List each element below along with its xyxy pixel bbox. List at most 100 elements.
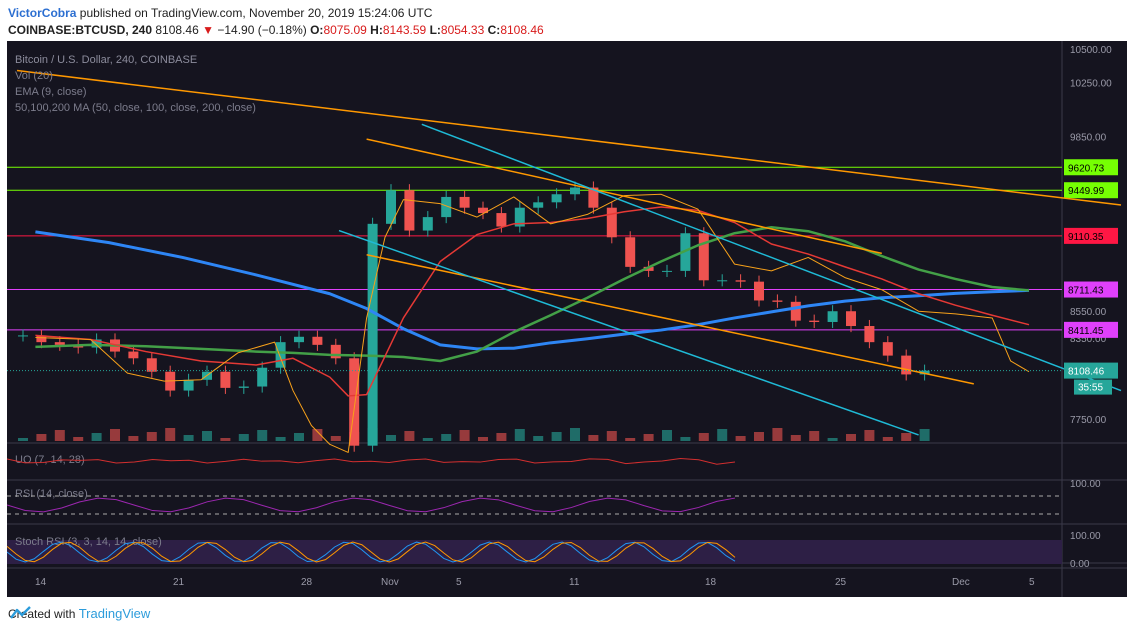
- volume-bar: [496, 433, 507, 441]
- symbol-line: COINBASE:BTCUSD, 240 8108.46 ▼ −14.90 (−…: [8, 23, 544, 37]
- candle-body: [551, 194, 562, 203]
- volume-bar: [478, 437, 488, 441]
- volume-bar: [846, 434, 856, 441]
- low-label: L:: [429, 23, 441, 37]
- volume-bar: [754, 432, 764, 441]
- volume-bar: [349, 432, 360, 441]
- candle-body: [349, 358, 360, 446]
- volume-bar: [698, 433, 709, 441]
- stoch-tick-label: 100.00: [1070, 531, 1101, 542]
- level-price-tag: [1064, 321, 1118, 338]
- candle-body: [404, 190, 415, 231]
- last-price-label: 8108.46: [1068, 367, 1105, 378]
- trendline: [16, 69, 1122, 206]
- volume-bar: [367, 428, 378, 441]
- volume-bar: [551, 432, 562, 441]
- volume-bar: [717, 429, 728, 441]
- volume-bar: [606, 431, 617, 441]
- level-price-label: 8411.45: [1068, 326, 1104, 337]
- volume-bar: [790, 435, 801, 441]
- x-tick-label: 11: [569, 577, 580, 588]
- volume-bar: [864, 430, 875, 441]
- candle-body: [735, 280, 746, 282]
- volume-bar: [54, 430, 65, 441]
- candle-body: [882, 342, 893, 356]
- uo-line: [7, 458, 736, 465]
- volume-bar: [36, 434, 47, 441]
- x-tick-label: 21: [173, 577, 185, 588]
- indicator-label: EMA (9, close): [15, 86, 87, 98]
- volume-bar: [588, 435, 599, 441]
- chart-svg[interactable]: 10500.0010250.009850.009630.008550.00835…: [7, 41, 1127, 597]
- volume-bar: [238, 434, 249, 441]
- stoch-d-line: [7, 541, 736, 563]
- candle-body: [441, 196, 452, 218]
- level-price-label: 9110.35: [1068, 232, 1104, 243]
- volume-bar: [533, 436, 544, 441]
- candle-body: [257, 367, 268, 387]
- x-tick-label: Nov: [381, 577, 399, 588]
- stoch-band: [7, 540, 1062, 564]
- volume-bar: [146, 432, 157, 441]
- ma100-line: [35, 225, 1030, 363]
- candle-body: [514, 207, 525, 227]
- candle-body: [901, 355, 912, 375]
- countdown-label: 35:55: [1078, 383, 1103, 394]
- volume-bar: [312, 429, 323, 441]
- volume-bar: [73, 437, 84, 441]
- chart-area[interactable]: 10500.0010250.009850.009630.008550.00835…: [7, 41, 1127, 597]
- ma50-line: [35, 206, 1030, 397]
- level-price-label: 9449.99: [1068, 186, 1105, 197]
- volume-bar: [294, 433, 304, 441]
- footer: Created with TradingView: [8, 606, 150, 621]
- volume-bar: [330, 436, 341, 441]
- volume-bar: [202, 431, 212, 441]
- author-name[interactable]: VictorCobra: [8, 6, 77, 20]
- candle-body: [809, 320, 820, 322]
- rsi-pane-label: RSI (14, close): [15, 488, 88, 500]
- volume-bar: [735, 436, 746, 441]
- tradingview-logo-icon: [10, 606, 31, 619]
- volume-bar: [386, 435, 396, 441]
- volume-bar: [165, 428, 176, 441]
- close-label: C:: [487, 23, 501, 37]
- volume-bar: [18, 438, 28, 441]
- low-value: 8054.33: [440, 23, 485, 37]
- tradingview-brand[interactable]: TradingView: [78, 606, 151, 621]
- volume-bar: [220, 438, 231, 441]
- price-tick-label: 7750.00: [1070, 415, 1107, 426]
- volume-bar: [919, 429, 930, 441]
- stoch-pane-label: Stoch RSI (3, 3, 14, 14, close): [15, 536, 162, 548]
- candle-body: [772, 300, 783, 302]
- published-text: published on TradingView.com, November 2…: [76, 6, 433, 20]
- volume-bar: [422, 438, 433, 441]
- chart-background: [7, 41, 1127, 597]
- trendline: [338, 229, 919, 436]
- volume-bar: [128, 436, 139, 441]
- candle-body: [330, 344, 341, 359]
- volume-bar: [91, 433, 102, 441]
- x-tick-label: 5: [1029, 577, 1035, 588]
- volume-bar: [404, 431, 415, 441]
- candle-body: [698, 233, 709, 281]
- candle-body: [606, 207, 617, 238]
- countdown-tag: [1074, 379, 1112, 395]
- rsi-tick-label: 100.00: [1070, 479, 1101, 490]
- candle-body: [459, 196, 470, 208]
- volume-bar: [827, 438, 838, 441]
- candle-body: [754, 281, 764, 301]
- candle-body: [294, 336, 304, 343]
- candle-body: [643, 266, 654, 271]
- ema9-line: [35, 193, 1030, 453]
- down-arrow-icon: ▼: [202, 23, 214, 37]
- level-price-tag: [1064, 227, 1118, 244]
- x-tick-label: 5: [456, 577, 462, 588]
- candle-body: [662, 270, 672, 272]
- volume-bar: [809, 431, 820, 441]
- candle-body: [386, 190, 396, 224]
- candle-body: [146, 358, 157, 372]
- x-tick-label: 28: [301, 577, 313, 588]
- volume-bar: [459, 430, 470, 441]
- symbol-label: COINBASE:BTCUSD, 240: [8, 23, 153, 37]
- open-label: O:: [310, 23, 324, 37]
